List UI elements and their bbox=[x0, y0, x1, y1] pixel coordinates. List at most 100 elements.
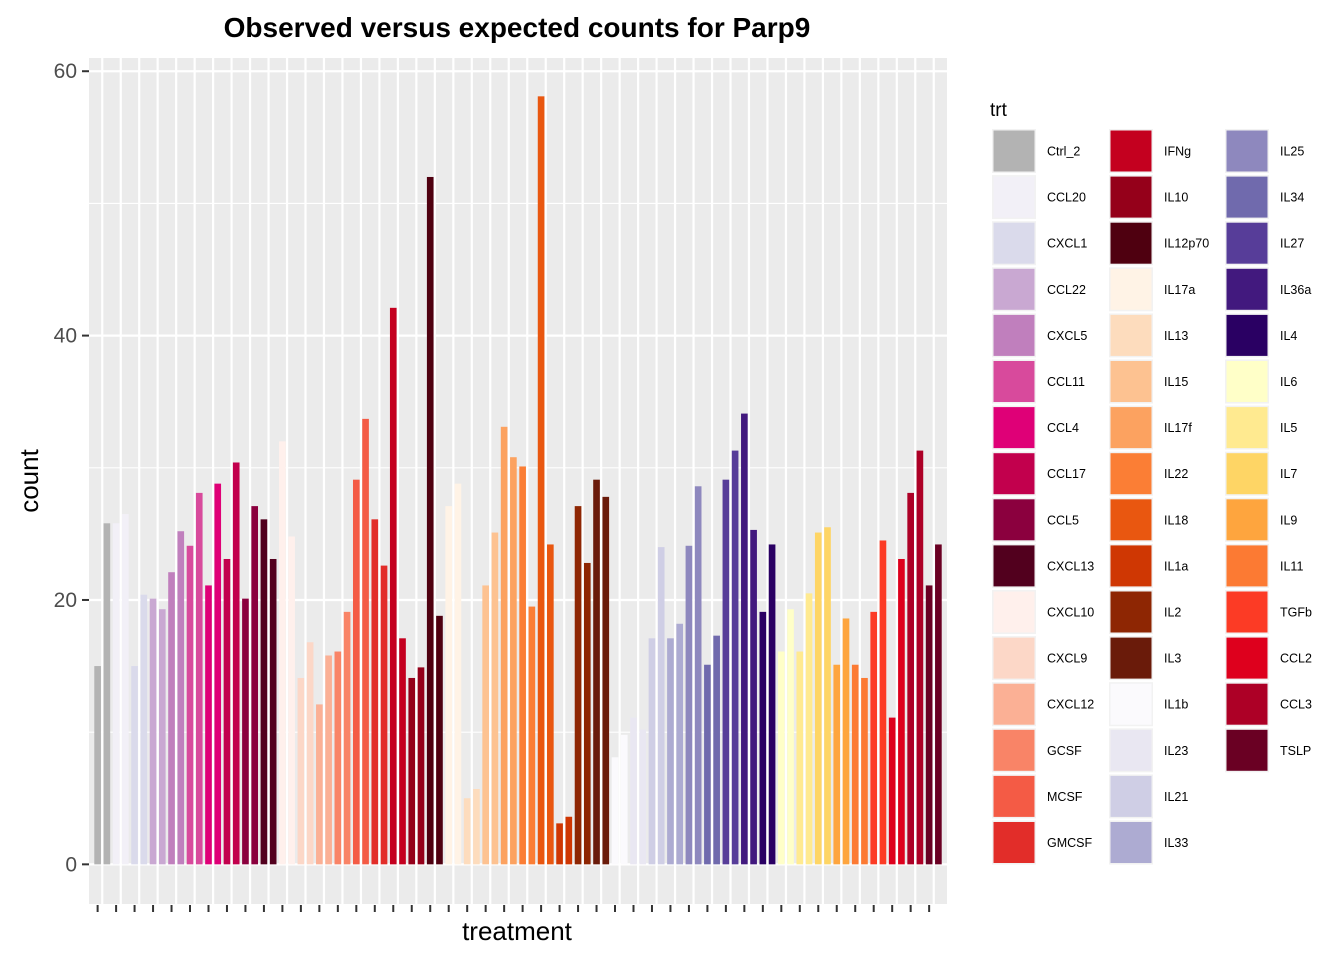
bar bbox=[768, 544, 776, 865]
legend-swatch bbox=[993, 453, 1035, 495]
bar bbox=[269, 558, 277, 865]
legend-label: IL18 bbox=[1164, 513, 1188, 527]
legend-label: CXCL1 bbox=[1047, 237, 1087, 251]
legend-label: CXCL13 bbox=[1047, 559, 1094, 573]
legend-label: CXCL5 bbox=[1047, 329, 1087, 343]
legend-label: IFNg bbox=[1164, 145, 1191, 159]
bar bbox=[870, 611, 878, 865]
legend-swatch bbox=[1110, 545, 1152, 587]
legend-label: IL17a bbox=[1164, 283, 1195, 297]
legend-swatch bbox=[1226, 222, 1268, 264]
legend-label: IL6 bbox=[1280, 375, 1297, 389]
legend-label: CXCL9 bbox=[1047, 652, 1087, 666]
bar bbox=[630, 717, 637, 865]
bar bbox=[454, 483, 462, 865]
bar bbox=[759, 611, 767, 865]
bar bbox=[704, 664, 711, 865]
legend-label: CCL3 bbox=[1280, 698, 1312, 712]
legend-label: TGFb bbox=[1280, 606, 1312, 620]
legend-label: IL2 bbox=[1164, 606, 1181, 620]
legend-swatch bbox=[993, 499, 1035, 541]
legend-label: CCL4 bbox=[1047, 421, 1079, 435]
bar bbox=[177, 531, 185, 865]
legend-label: CCL2 bbox=[1280, 652, 1312, 666]
bar bbox=[279, 441, 286, 865]
bar bbox=[805, 593, 813, 865]
bar bbox=[639, 729, 647, 865]
bar bbox=[232, 462, 240, 865]
bar bbox=[741, 413, 748, 865]
y-axis-title: count bbox=[14, 448, 44, 512]
legend-swatch bbox=[1226, 268, 1268, 310]
bar bbox=[565, 816, 573, 865]
legend-label: IL1a bbox=[1164, 559, 1188, 573]
legend-swatch bbox=[993, 222, 1035, 264]
legend-swatch bbox=[1226, 407, 1268, 449]
bar bbox=[352, 479, 360, 865]
legend-label: IL3 bbox=[1164, 652, 1181, 666]
legend-label: IL34 bbox=[1280, 191, 1304, 205]
bar bbox=[436, 615, 443, 865]
x-axis bbox=[96, 905, 931, 912]
legend-swatch bbox=[993, 268, 1035, 310]
legend-swatch bbox=[1110, 499, 1152, 541]
bar bbox=[916, 450, 924, 865]
bar bbox=[935, 544, 942, 865]
y-axis: 0 20 40 60 bbox=[54, 60, 89, 876]
legend-swatch bbox=[1110, 361, 1152, 402]
bar bbox=[547, 544, 554, 865]
legend-swatch bbox=[1226, 361, 1268, 402]
bar bbox=[131, 666, 138, 865]
bar bbox=[722, 479, 730, 865]
bar bbox=[158, 609, 166, 865]
chart-title: Observed versus expected counts for Parp… bbox=[224, 12, 811, 43]
bar bbox=[842, 618, 850, 865]
bar bbox=[149, 598, 157, 865]
bar bbox=[528, 606, 536, 865]
legend-label: IL9 bbox=[1280, 513, 1297, 527]
legend-swatch bbox=[1110, 683, 1152, 725]
bar bbox=[583, 562, 591, 865]
legend-swatch bbox=[993, 822, 1035, 863]
legend-swatch bbox=[1110, 591, 1152, 633]
legend-swatch bbox=[1226, 130, 1268, 172]
bar bbox=[611, 757, 619, 865]
legend-label: IL7 bbox=[1280, 467, 1297, 481]
bar bbox=[371, 519, 379, 865]
legend-label: IL10 bbox=[1164, 191, 1188, 205]
legend-swatch bbox=[993, 775, 1035, 817]
bar bbox=[824, 527, 831, 865]
legend-label: IL1b bbox=[1164, 698, 1188, 712]
legend-label: TSLP bbox=[1280, 744, 1311, 758]
bar bbox=[482, 585, 489, 865]
bar bbox=[861, 677, 868, 865]
bar bbox=[667, 638, 674, 865]
legend-swatch bbox=[993, 637, 1035, 679]
legend-swatch bbox=[1110, 407, 1152, 449]
bar bbox=[713, 635, 720, 865]
legend-swatch bbox=[1226, 176, 1268, 218]
bar bbox=[362, 418, 369, 865]
legend-label: CCL11 bbox=[1047, 375, 1085, 389]
bar bbox=[620, 734, 628, 865]
bar bbox=[750, 529, 757, 865]
bar bbox=[648, 638, 656, 865]
legend-label: CCL20 bbox=[1047, 191, 1086, 205]
y-tick-label: 0 bbox=[65, 853, 77, 876]
bar bbox=[325, 655, 332, 865]
bar bbox=[787, 609, 794, 865]
legend-label: IL23 bbox=[1164, 744, 1188, 758]
bar bbox=[426, 176, 434, 865]
legend-label: IL25 bbox=[1280, 145, 1304, 159]
legend-label: IL17f bbox=[1164, 421, 1192, 435]
bar bbox=[694, 486, 702, 865]
bar bbox=[343, 611, 351, 865]
bar bbox=[888, 717, 896, 865]
bar bbox=[445, 506, 453, 865]
bar bbox=[195, 492, 203, 865]
legend-label: IL11 bbox=[1280, 559, 1303, 573]
bar bbox=[657, 547, 665, 865]
legend: trt Ctrl_2 CCL20 CXCL1 CCL22 CXCL5 CCL11 CCL4 C… bbox=[990, 100, 1312, 865]
bar bbox=[205, 585, 212, 865]
